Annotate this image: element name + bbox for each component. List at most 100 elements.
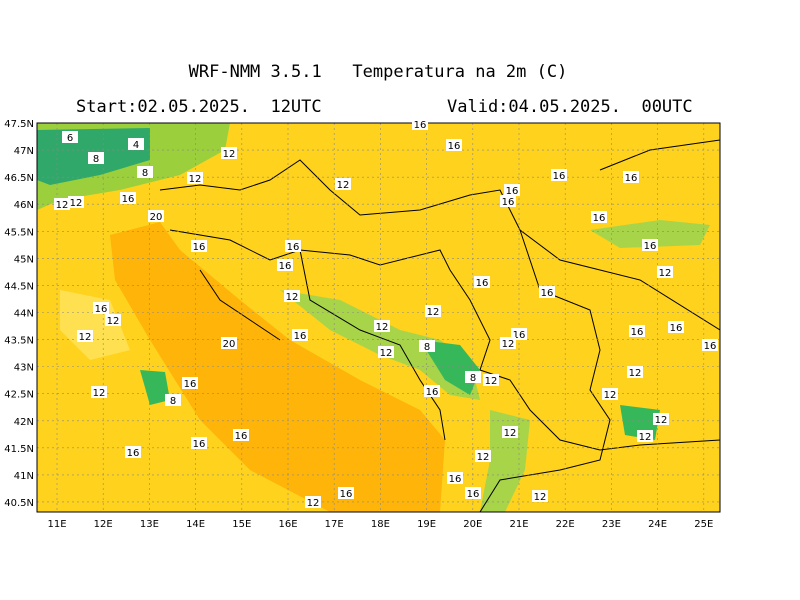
contour-label-bg bbox=[539, 286, 555, 298]
contour-label-bg bbox=[187, 172, 203, 184]
contour-label-bg bbox=[182, 377, 198, 389]
contour-label: 16 bbox=[625, 173, 638, 184]
contour-label-bg bbox=[629, 325, 645, 337]
contour-label: 16 bbox=[426, 387, 439, 398]
contour-label: 12 bbox=[93, 388, 106, 399]
contour-label-bg bbox=[465, 371, 481, 383]
lat-label: 47N bbox=[14, 146, 34, 157]
lon-label: 21E bbox=[509, 519, 528, 530]
contour-label-bg bbox=[424, 385, 440, 397]
lon-label: 14E bbox=[186, 519, 205, 530]
map-frame bbox=[36, 122, 721, 513]
contour-label: 16 bbox=[287, 242, 300, 253]
contour-label: 16 bbox=[122, 194, 135, 205]
contour-label: 16 bbox=[593, 213, 606, 224]
contour-label-bg bbox=[602, 388, 618, 400]
contour-label-bg bbox=[137, 166, 153, 178]
contour-label-bg bbox=[702, 339, 718, 351]
lat-label: 43N bbox=[14, 363, 34, 374]
contour-label: 12 bbox=[56, 200, 69, 211]
contour-label-bg bbox=[105, 314, 121, 326]
contour-label: 12 bbox=[286, 292, 299, 303]
contour-label-bg bbox=[504, 184, 520, 196]
contour-label: 16 bbox=[553, 171, 566, 182]
start-time: Start:02.05.2025. 12UTC bbox=[76, 97, 322, 117]
contour-label-bg bbox=[93, 302, 109, 314]
contour-label: 4 bbox=[133, 140, 139, 151]
lat-label: 41.5N bbox=[4, 444, 34, 455]
contour-label-bg bbox=[653, 413, 669, 425]
contour-label-bg bbox=[637, 430, 653, 442]
contour-label: 8 bbox=[470, 373, 476, 384]
lon-label: 18E bbox=[371, 519, 390, 530]
contour-label: 8 bbox=[424, 342, 430, 353]
contour-label-bg bbox=[88, 152, 104, 164]
contour-label: 16 bbox=[127, 448, 140, 459]
contour-label: 16 bbox=[506, 186, 519, 197]
contour-label-bg bbox=[532, 490, 548, 502]
contour-label: 16 bbox=[193, 439, 206, 450]
contour-label: 16 bbox=[95, 304, 108, 315]
contour-label: 16 bbox=[541, 288, 554, 299]
contour-label: 16 bbox=[644, 241, 657, 252]
contour-label-bg bbox=[627, 366, 643, 378]
contour-label-bg bbox=[148, 210, 164, 222]
contour-label-bg bbox=[483, 374, 499, 386]
contour-label-bg bbox=[668, 321, 684, 333]
contour-label: 12 bbox=[504, 428, 517, 439]
contour-label: 8 bbox=[170, 396, 176, 407]
contour-label: 6 bbox=[67, 133, 73, 144]
contour-label-bg bbox=[374, 320, 390, 332]
contour-label-bg bbox=[500, 337, 516, 349]
lon-label: 20E bbox=[463, 519, 482, 530]
lat-label: 42N bbox=[14, 417, 34, 428]
contour-label: 12 bbox=[307, 498, 320, 509]
contour-label-bg bbox=[412, 118, 428, 130]
lon-label: 15E bbox=[232, 519, 251, 530]
contour-label-bg bbox=[591, 211, 607, 223]
contour-label-bg bbox=[128, 138, 144, 150]
contour-label-bg bbox=[277, 259, 293, 271]
valid-time: Valid:04.05.2025. 00UTC bbox=[447, 97, 693, 117]
contour-label-bg bbox=[54, 198, 70, 210]
contour-label-bg bbox=[657, 266, 673, 278]
lat-label: 46.5N bbox=[4, 173, 34, 184]
contour-label: 12 bbox=[659, 268, 672, 279]
contour-label: 12 bbox=[485, 376, 498, 387]
contour-label: 16 bbox=[476, 278, 489, 289]
contour-label-bg bbox=[221, 337, 237, 349]
lat-label: 40.5N bbox=[4, 498, 34, 509]
contour-label-bg bbox=[419, 340, 435, 352]
contour-label-bg bbox=[62, 131, 78, 143]
contour-label-bg bbox=[425, 305, 441, 317]
contour-label: 8 bbox=[93, 154, 99, 165]
contour-label-bg bbox=[284, 290, 300, 302]
contour-label-bg bbox=[91, 386, 107, 398]
map-field bbox=[37, 123, 720, 512]
contour-label: 16 bbox=[184, 379, 197, 390]
contour-label-bg bbox=[642, 239, 658, 251]
title: WRF-NMM 3.5.1 Temperatura na 2m (C) bbox=[189, 62, 568, 82]
contour-label-bg bbox=[475, 450, 491, 462]
lon-label: 17E bbox=[325, 519, 344, 530]
contour-label-bg bbox=[502, 426, 518, 438]
contour-label: 12 bbox=[655, 415, 668, 426]
contour-label-bg bbox=[446, 139, 462, 151]
contour-label-bg bbox=[77, 330, 93, 342]
contour-label-bg bbox=[191, 437, 207, 449]
lon-label: 24E bbox=[648, 519, 667, 530]
lat-label: 47.5N bbox=[4, 119, 34, 130]
lat-label: 44N bbox=[14, 308, 34, 319]
contour-label: 16 bbox=[631, 327, 644, 338]
contour-label: 16 bbox=[279, 261, 292, 272]
contour-label: 12 bbox=[534, 492, 547, 503]
contour-label-bg bbox=[378, 346, 394, 358]
contour-label-bg bbox=[474, 276, 490, 288]
lat-label: 46N bbox=[14, 200, 34, 211]
lon-label: 11E bbox=[47, 519, 66, 530]
contour-label: 8 bbox=[142, 168, 148, 179]
contour-label: 16 bbox=[414, 120, 427, 131]
contour-label-bg bbox=[221, 147, 237, 159]
contour-label-bg bbox=[233, 429, 249, 441]
contour-label: 16 bbox=[294, 331, 307, 342]
